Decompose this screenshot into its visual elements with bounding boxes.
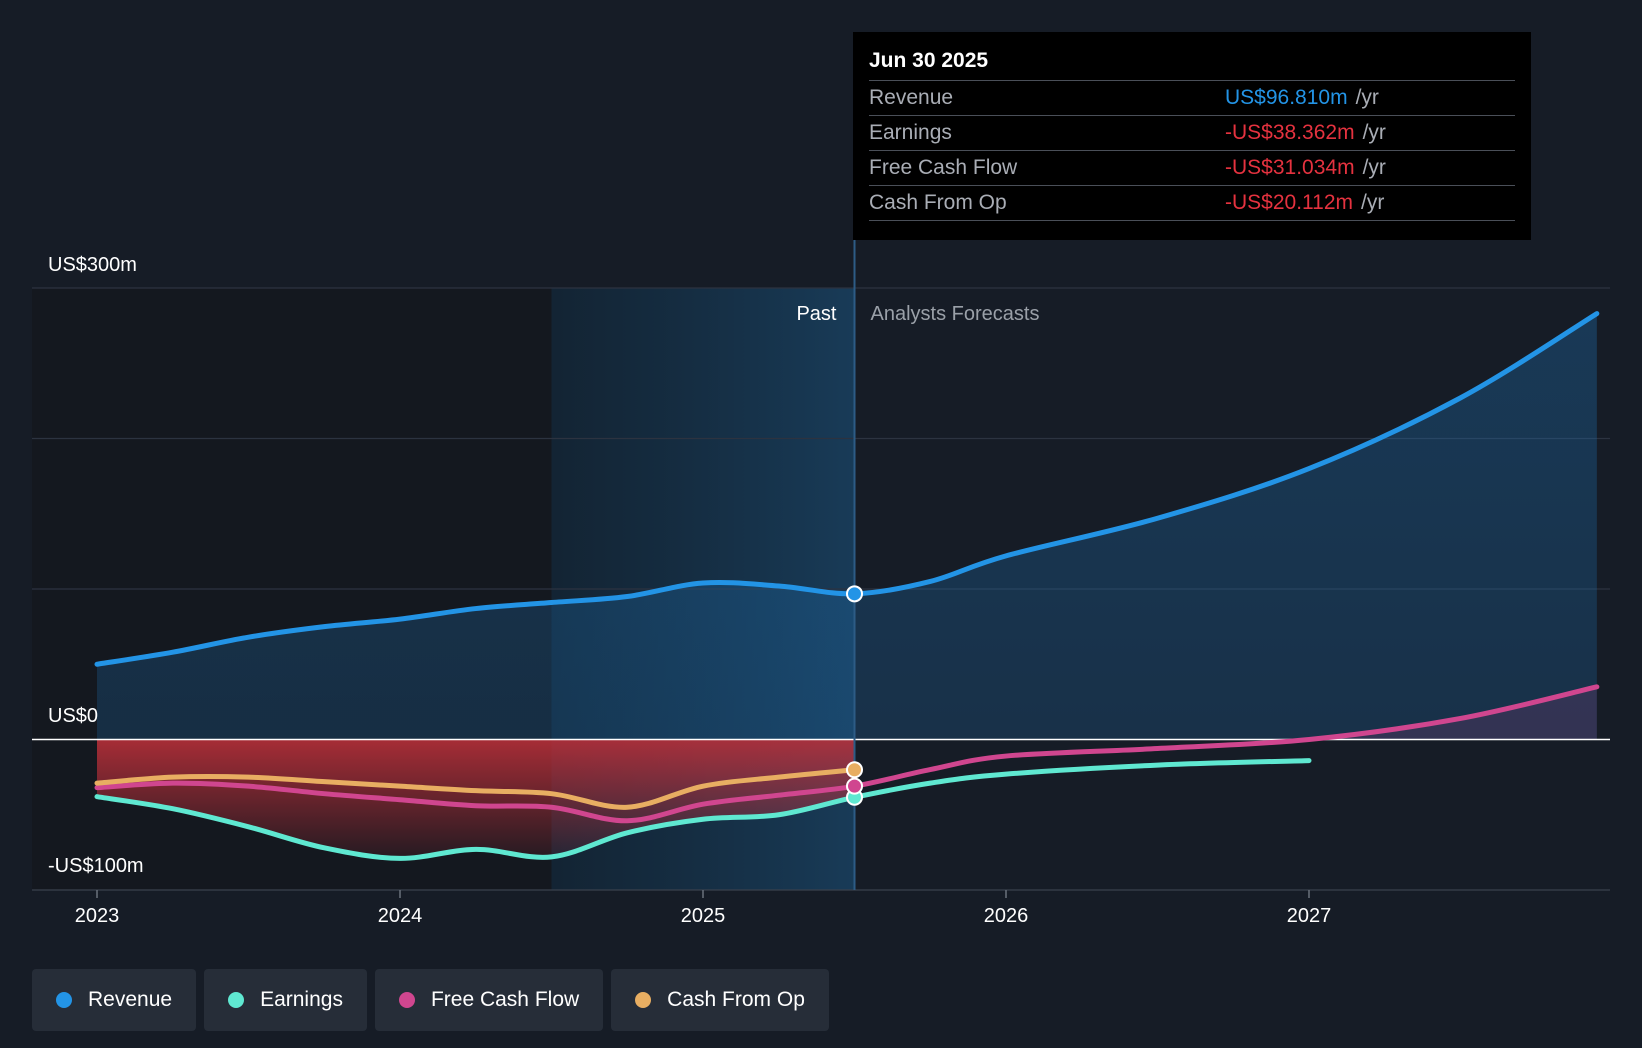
cash-from-op-line: [94, 767, 857, 810]
tooltip-value: -US$20.112m: [1225, 191, 1354, 214]
tooltip-unit: /yr: [1355, 86, 1379, 109]
legend-item-revenue[interactable]: Revenue: [32, 969, 197, 1031]
tooltip-value: -US$38.362m: [1225, 121, 1355, 144]
tooltip-date: Jun 30 2025: [869, 49, 989, 72]
tooltip-value: US$96.810m: [1225, 86, 1348, 109]
tooltip-label: Cash From Op: [869, 191, 1007, 214]
legend-dot-icon: [635, 992, 652, 1008]
y-label-zero: US$0: [48, 705, 98, 727]
forecast-label: Analysts Forecasts: [871, 303, 1040, 325]
tooltip-label: Earnings: [869, 121, 952, 144]
revenue-area: [97, 313, 1597, 740]
past-label: Past: [796, 303, 836, 325]
cash-from-op-marker[interactable]: [846, 761, 863, 779]
legend-dot-icon: [56, 992, 72, 1008]
revenue-line: [94, 311, 1600, 667]
fcf-positive-area: [1309, 686, 1597, 740]
revenue-marker[interactable]: [846, 585, 863, 603]
tooltip-unit: /yr: [1362, 121, 1386, 144]
tooltip-row-earnings: Earnings -US$38.362m /yr: [869, 115, 1515, 150]
tooltip-unit: /yr: [1362, 156, 1386, 179]
legend-label: Revenue: [88, 988, 173, 1011]
tooltip-row-revenue: Revenue US$96.810m /yr: [869, 80, 1515, 115]
x-tick-label: 2024: [378, 905, 423, 927]
chart: US$300m US$0 -US$100m Past Analysts Fore…: [32, 240, 1610, 927]
tooltip-label: Free Cash Flow: [869, 156, 1018, 179]
legend-label: Free Cash Flow: [430, 988, 580, 1011]
legend-label: Cash From Op: [667, 988, 805, 1011]
legend: Revenue Earnings Free Cash Flow Cash Fro…: [32, 969, 829, 1031]
legend-item-cash-from-op[interactable]: Cash From Op: [611, 969, 829, 1031]
tooltip-row-cash-from-op: Cash From Op -US$20.112m /yr: [869, 185, 1515, 221]
x-tick-label: 2027: [1287, 905, 1332, 927]
x-tick-label: 2025: [681, 905, 726, 927]
negative-area: [97, 739, 855, 859]
legend-item-free-cash-flow[interactable]: Free Cash Flow: [374, 969, 604, 1031]
y-label-bottom: -US$100m: [48, 855, 144, 877]
legend-item-earnings[interactable]: Earnings: [204, 969, 367, 1031]
free-cash-flow-marker[interactable]: [846, 777, 863, 795]
x-tick-label: 2023: [75, 905, 120, 927]
legend-dot-icon: [228, 992, 245, 1008]
tooltip: Jun 30 2025 Revenue US$96.810m /yr Earni…: [853, 32, 1531, 240]
tooltip-value: -US$31.034m: [1225, 156, 1355, 179]
tooltip-label: Revenue: [869, 86, 954, 109]
earnings-line: [94, 758, 1312, 861]
x-tick-label: 2026: [984, 905, 1029, 927]
legend-label: Earnings: [260, 988, 343, 1011]
tooltip-row-free-cash-flow: Free Cash Flow -US$31.034m /yr: [869, 150, 1515, 185]
free-cash-flow-line: [94, 684, 1600, 824]
y-label-top: US$300m: [48, 254, 137, 276]
legend-dot-icon: [398, 992, 415, 1008]
tooltip-unit: /yr: [1361, 191, 1385, 214]
